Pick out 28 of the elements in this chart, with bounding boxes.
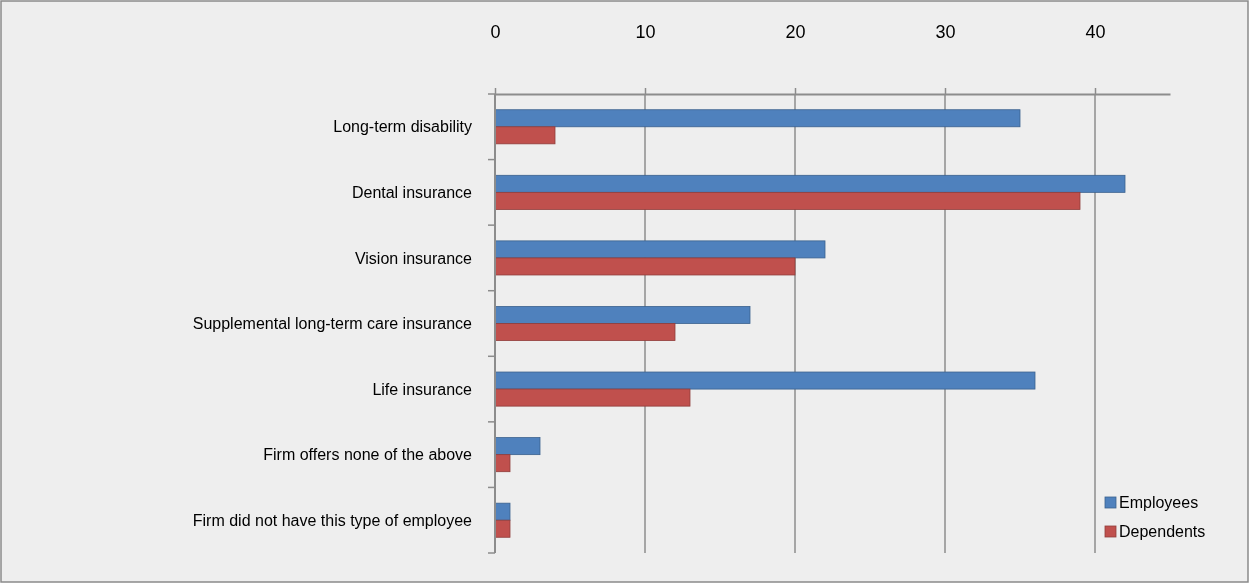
bar bbox=[494, 306, 751, 324]
legend-label: Employees bbox=[1119, 493, 1199, 511]
y-tick-label: Life insurance bbox=[372, 380, 473, 398]
y-tick-label: Firm did not have this type of employee bbox=[192, 511, 473, 529]
bar bbox=[494, 174, 1126, 193]
bar bbox=[494, 126, 556, 145]
bar bbox=[494, 454, 511, 473]
x-tick-label: 40 bbox=[1085, 22, 1106, 42]
legend-label: Dependents bbox=[1119, 522, 1206, 540]
x-tick-label: 20 bbox=[785, 22, 806, 42]
y-tick-label: Dental insurance bbox=[351, 183, 473, 201]
bar bbox=[494, 109, 1021, 128]
bar bbox=[494, 388, 691, 407]
x-tick-label: 0 bbox=[490, 22, 501, 42]
bar bbox=[494, 519, 511, 538]
y-tick-label: Supplemental long-term care insurance bbox=[192, 315, 473, 333]
x-tick-label: 10 bbox=[635, 22, 656, 42]
y-tick-label: Long-term disability bbox=[333, 118, 472, 136]
bar bbox=[494, 191, 1081, 210]
x-tick-label: 30 bbox=[935, 22, 956, 42]
bar bbox=[494, 323, 676, 341]
bar bbox=[494, 240, 826, 259]
bar bbox=[494, 371, 1036, 390]
y-tick-label: Vision insurance bbox=[354, 249, 473, 267]
y-tick-label: Firm offers none of the above bbox=[263, 446, 473, 464]
bar bbox=[494, 502, 511, 521]
bar bbox=[494, 437, 541, 456]
bar bbox=[494, 257, 796, 276]
